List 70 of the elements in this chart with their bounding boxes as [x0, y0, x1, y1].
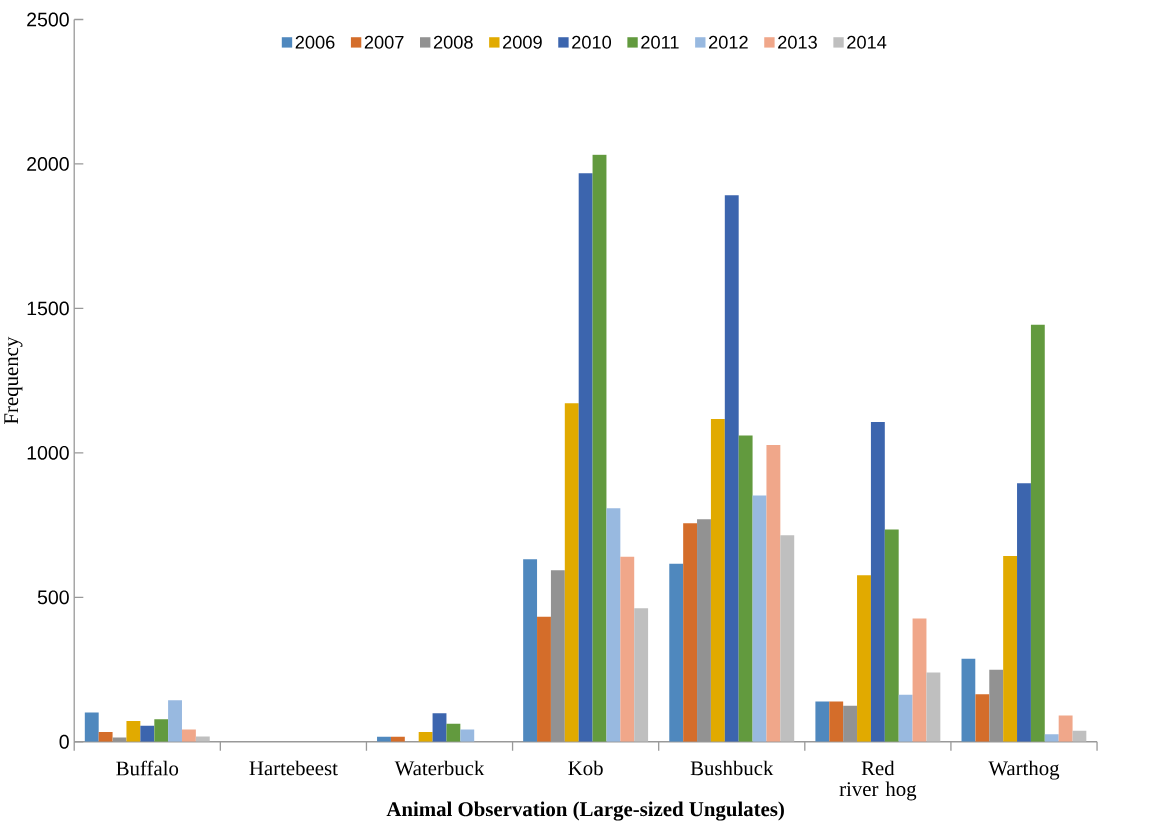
bar	[126, 720, 141, 742]
bar	[766, 444, 781, 742]
bar	[1003, 555, 1018, 742]
x-axis-title: Animal Observation (Large-sized Ungulates)	[386, 801, 784, 821]
y-tick-label: 2000	[27, 156, 69, 171]
legend-label: 2009	[503, 35, 542, 49]
bar	[418, 731, 433, 742]
x-tick-label: Kob	[568, 760, 603, 776]
legend-label: 2014	[847, 35, 887, 49]
bar	[683, 523, 698, 742]
bar	[975, 694, 990, 742]
bar	[634, 608, 649, 742]
bar	[1030, 324, 1045, 742]
bar	[181, 729, 196, 742]
x-tick-label: Buffalo	[116, 760, 179, 776]
bar	[84, 712, 99, 742]
y-tick-label: 2500	[27, 12, 69, 27]
bar	[1017, 483, 1031, 742]
bar	[98, 731, 113, 742]
bar	[857, 575, 871, 742]
bar	[564, 402, 579, 742]
y-tick-label: 500	[37, 590, 69, 605]
bar	[710, 418, 725, 742]
bar	[140, 725, 155, 742]
x-tick-label: Red river hog	[839, 760, 917, 801]
bar	[926, 672, 941, 742]
legend-label: 2007	[364, 35, 404, 49]
bar	[460, 729, 475, 742]
bar	[592, 154, 607, 742]
bar	[780, 535, 795, 742]
bar	[843, 705, 858, 742]
bar	[898, 694, 913, 742]
y-tick-label: 0	[59, 734, 69, 749]
bar	[606, 508, 621, 742]
legend-label: 2008	[433, 35, 473, 49]
bar	[669, 563, 684, 742]
legend-label: 2012	[709, 35, 748, 49]
bar	[697, 519, 711, 742]
bar	[446, 723, 461, 742]
bar	[1058, 715, 1073, 742]
x-tick-label: Hartebeest	[249, 760, 338, 776]
bar	[1044, 734, 1059, 742]
bar	[815, 701, 830, 742]
legend-label: 2013	[778, 35, 817, 49]
x-tick-label: Waterbuck	[394, 760, 485, 776]
bar	[550, 569, 565, 742]
y-tick-label: 1000	[27, 445, 69, 460]
bar	[870, 421, 885, 742]
bar	[884, 529, 899, 742]
bar	[752, 495, 767, 742]
bar	[432, 712, 447, 742]
legend-label: 2006	[295, 35, 335, 49]
y-axis-title: Frequency	[4, 336, 23, 424]
legend-label: 2010	[572, 35, 612, 49]
bar	[537, 616, 551, 742]
bar	[724, 194, 739, 742]
y-tick-label: 1500	[27, 301, 69, 316]
bar	[738, 435, 753, 742]
bar	[578, 173, 593, 742]
bar	[620, 556, 635, 742]
bar	[912, 618, 927, 742]
bar	[989, 669, 1004, 742]
bar	[154, 719, 169, 742]
x-tick-label: Warthog	[988, 760, 1060, 780]
bar	[961, 658, 976, 742]
legend-label: 2011	[641, 35, 679, 49]
bar	[523, 558, 538, 742]
bar	[168, 699, 182, 742]
bar	[829, 701, 844, 742]
x-tick-label: Bushbuck	[690, 760, 774, 776]
